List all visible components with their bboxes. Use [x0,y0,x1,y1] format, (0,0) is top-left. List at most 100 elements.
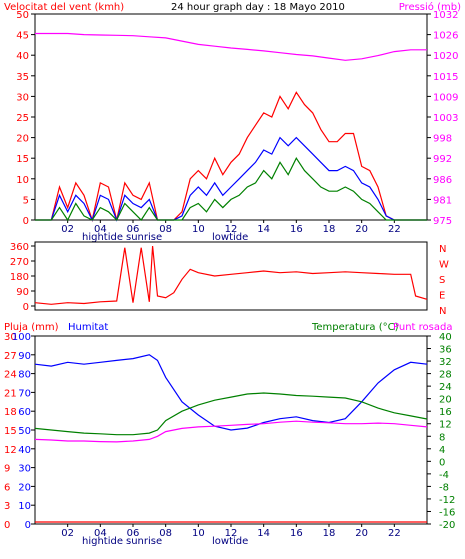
wind-y-tick-label: 25 [16,113,29,124]
humidity-x-tick-label: 20 [355,528,368,539]
wind-x-tick-label: 16 [290,224,303,235]
pressure-y-tick-label: 992 [433,154,452,165]
humidity-y-tick-label: 80 [18,370,31,381]
temperature-y-tick-label: 32 [439,357,452,368]
pressure-y-tick-label: 1015 [433,72,458,83]
humidity-y-tick-label: 100 [12,332,31,343]
hightide-annotation-1: hightide [82,232,123,243]
compass-label: S [439,275,445,286]
humidity-x-tick-label: 14 [257,528,270,539]
lowtide-annotation-2: lowtide [212,536,248,547]
humidity-y-tick-label: 20 [18,482,31,493]
rain-y-tick-label: 30 [4,332,17,343]
wind-series-line-1 [35,91,427,223]
pressure-y-tick-label: 1009 [433,92,458,103]
wind-y-tick-label: 10 [16,175,29,186]
pressure-y-tick-label: 986 [433,175,452,186]
humidity-y-tick-label: 50 [18,426,31,437]
humidity-y-tick-label: 70 [18,388,31,399]
wind-y-tick-label: 0 [23,216,29,227]
humidity-x-tick-label: 04 [94,528,107,539]
temperature-axis-title: Temperatura (°C) [311,322,399,333]
pressure-axis-title: Pressió (mb) [399,1,461,13]
temperature-y-tick-label: 12 [439,420,452,431]
direction-y-ticks: 0 90 180 270 360 [10,242,35,313]
temperature-y-tick-label: 8 [439,432,445,443]
wind-y-tick-label: 20 [16,134,29,145]
wind-x-tick-label: 06 [127,224,140,235]
wind-series-line-3 [35,156,427,222]
wind-y-tick-label: 40 [16,51,29,62]
pressure-y-ticks: 975 981 986 992 998 1003 1009 1015 1020 1026 1032 [427,10,458,227]
pressure-y-tick-label: 981 [433,195,452,206]
pressure-y-tick-label: 1020 [433,51,458,62]
pressure-y-tick-label: 1032 [433,10,458,21]
wind-x-tick-label: 12 [225,224,238,235]
rain-y-tick-label: 15 [4,426,17,437]
humidity-x-tick-label: 06 [127,528,140,539]
humidity-x-tick-label: 12 [225,528,238,539]
lowtide-annotation-1: lowtide [212,232,248,243]
humidity-y-tick-label: 40 [18,445,31,456]
humidity-x-tick-label: 10 [192,528,205,539]
temperature-y-tick-label: -4 [439,470,449,481]
humidity-x-tick-label: 08 [159,528,172,539]
wind-y-tick-label: 45 [16,31,29,42]
rain-y-tick-label: 18 [4,407,17,418]
wind-y-tick-label: 15 [16,154,29,165]
pressure-y-tick-label: 1026 [433,31,458,42]
temperature-y-tick-label: -20 [439,520,455,531]
humidity-y-tick-label: 60 [18,407,31,418]
rain-y-tick-label: 21 [4,388,17,399]
rain-y-tick-label: 0 [4,520,10,531]
wind-x-tick-label: 22 [388,224,401,235]
chart-title: 24 hour graph day : 18 Mayo 2010 [171,2,345,13]
wind-x-tick-label: 02 [61,224,74,235]
temperature-y-tick-label: 28 [439,370,452,381]
temperature-y-tick-label: 24 [439,382,452,393]
rain-y-ticks: 0 3 6 9 12 15 18 21 24 27 30 [4,332,17,531]
direction-series [34,245,428,305]
compass-label: N [439,244,446,255]
temperature-y-tick-label: 36 [439,345,452,356]
rain-y-tick-label: 24 [4,370,17,381]
wind-axis-title: Velocitat del vent (kmh) [4,2,124,13]
humidity-y-ticks: 0 10 20 30 40 50 60 70 80 90 100 [12,332,35,531]
hightide-annotation-2: hightide [82,536,123,547]
wind-series [35,32,427,223]
temperature-y-tick-label: -8 [439,482,449,493]
humidity-series-line-1 [34,392,428,436]
wind-series-line-0 [35,32,427,61]
pressure-y-tick-label: 998 [433,134,452,145]
direction-y-tick-label: 360 [10,242,29,253]
direction-y-tick-label: 0 [23,302,29,313]
dewpoint-axis-title: Punt rosada [393,322,452,333]
temperature-y-tick-label: 4 [439,445,445,456]
sunrise-annotation-1: sunrise [126,232,162,243]
direction-y-tick-label: 270 [10,257,29,268]
wind-x-tick-label: 08 [159,224,172,235]
humidity-x-ticks: 02 04 06 08 10 12 14 16 18 20 22 [61,524,401,539]
wind-x-tick-label: 20 [355,224,368,235]
temperature-y-tick-label: 40 [439,332,452,343]
rain-y-tick-label: 12 [4,445,17,456]
rain-y-tick-label: 6 [4,482,10,493]
temperature-y-tick-label: 20 [439,395,452,406]
wind-y-tick-label: 50 [16,10,29,21]
humidity-x-tick-label: 18 [323,528,336,539]
temperature-y-tick-label: 16 [439,407,452,418]
wind-x-tick-label: 10 [192,224,205,235]
humidity-y-tick-label: 0 [25,520,31,531]
wind-y-tick-label: 5 [23,195,29,206]
humidity-axis-title: Humitat [68,322,108,333]
temperature-y-tick-label: 0 [439,457,445,468]
sunrise-annotation-2: sunrise [126,536,162,547]
rain-y-tick-label: 9 [4,464,10,475]
direction-series-line-0 [34,245,428,305]
temperature-y-tick-label: -16 [439,507,455,518]
rain-axis-title: Pluja (mm) [4,322,59,333]
